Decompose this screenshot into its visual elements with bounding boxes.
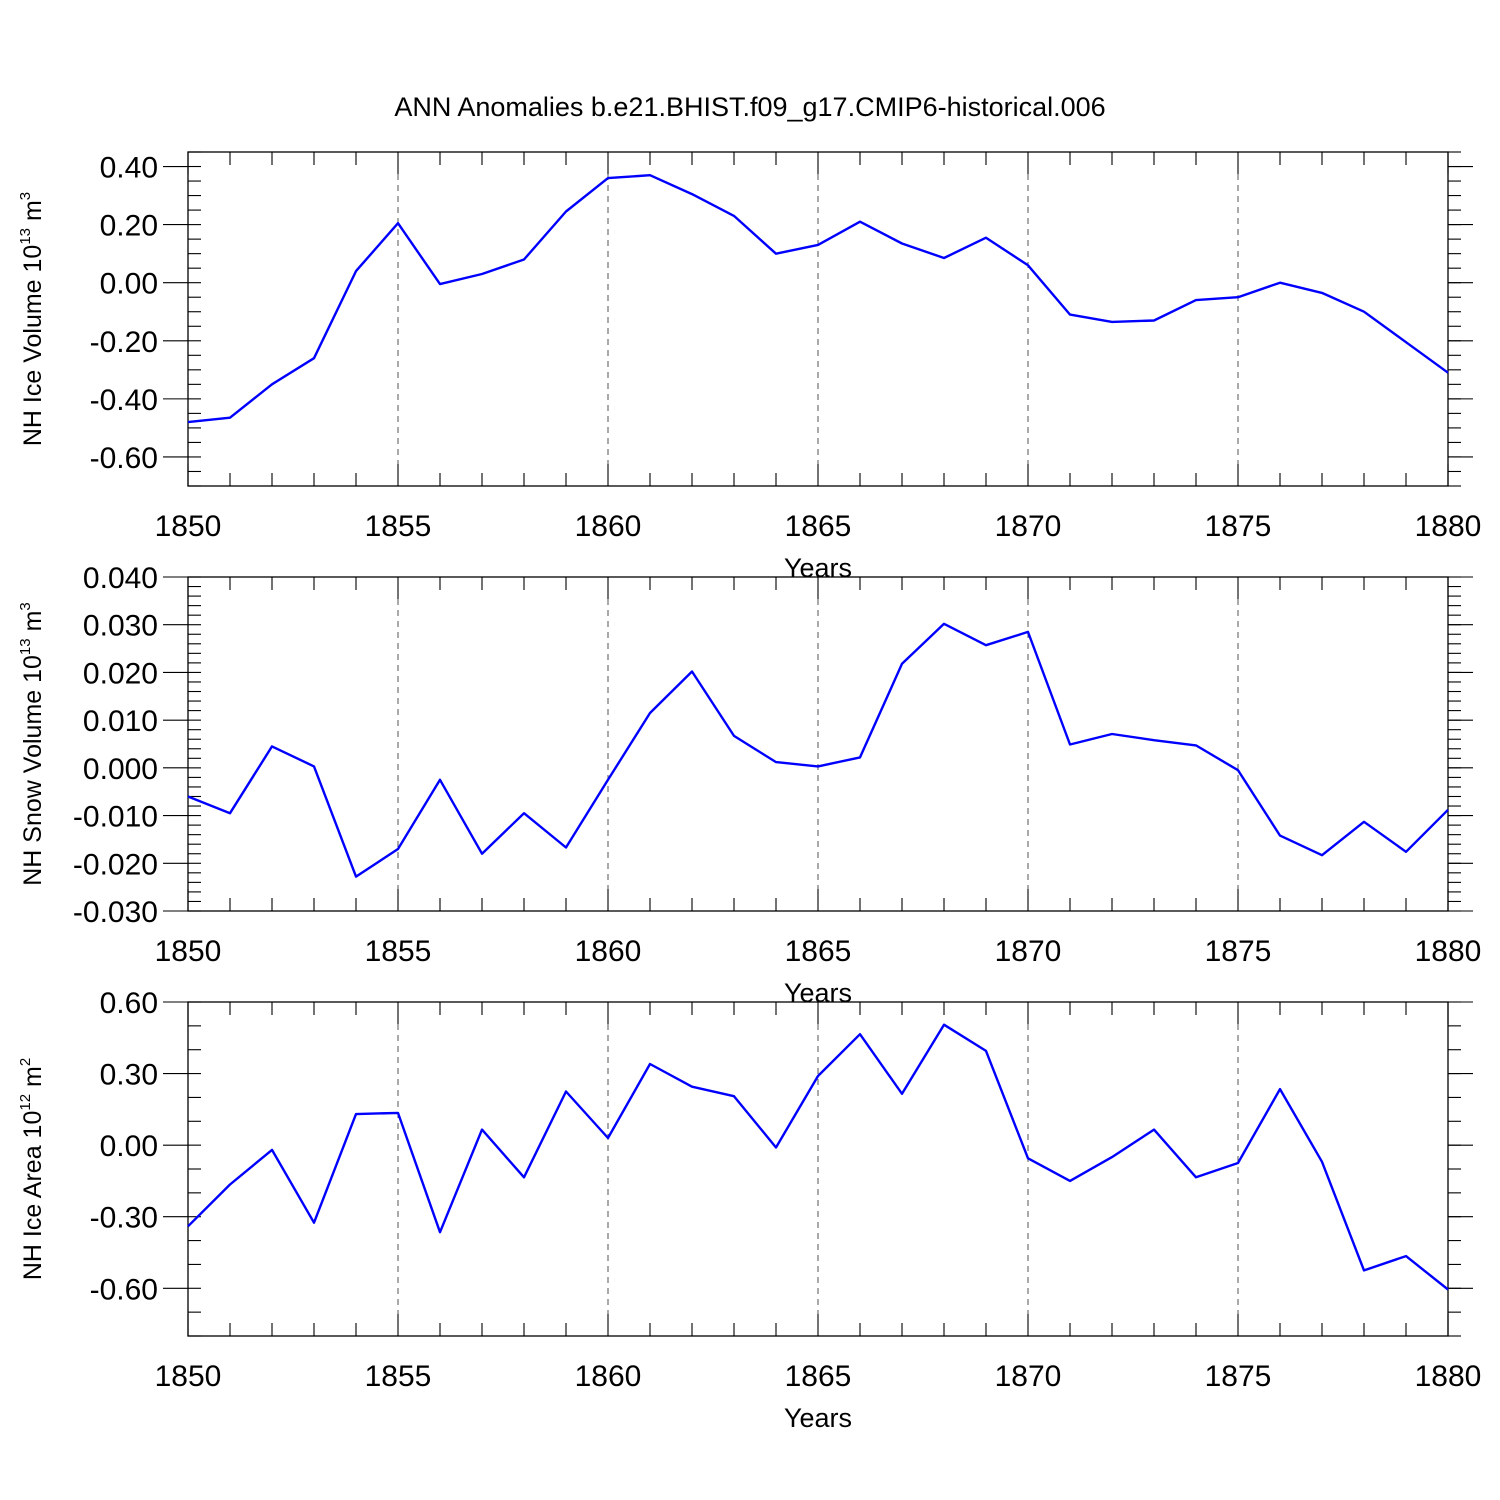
ice-area-series-line [187,1023,1449,1291]
ice-volume-y-tick-label: -0.40 [90,384,158,417]
ice-volume-x-tick-label: 1855 [365,510,432,543]
snow-volume-y-axis-title-main: NH Snow Volume 10 [19,655,47,886]
ice-area-y-tick-label: -0.60 [90,1273,158,1306]
figure-title: ANN Anomalies b.e21.BHIST.f09_g17.CMIP6-… [394,92,1105,122]
snow-volume-y-axis-title-unit: m [19,611,47,639]
ice-area-x-tick-label: 1880 [1415,1360,1482,1393]
ice-area-x-tick-label: 1870 [995,1360,1062,1393]
snow-volume-x-tick-label: 1875 [1205,935,1272,968]
snow-volume-y-tick-label: -0.030 [73,896,158,929]
ice-volume-x-tick-label: 1875 [1205,510,1272,543]
ice-volume-x-tick-label: 1880 [1415,510,1482,543]
ice-area-x-tick-label: 1850 [155,1360,222,1393]
snow-volume-series-line [187,622,1449,878]
ice-volume-y-axis-title-main: NH Ice Volume 10 [19,245,47,447]
ice-volume-y-axis-title-unit: m [19,200,47,228]
ice-area-y-tick-label: 0.00 [100,1130,158,1163]
ice-volume-y-tick-label: 0.40 [100,152,158,185]
snow-volume-y-tick-label: -0.020 [73,848,158,881]
ice-volume-x-tick-label: 1850 [155,510,222,543]
panel-snow-volume: -0.030 -0.020 -0.010 0.000 0.010 0.020 0.030 0.… [17,562,1481,1008]
panel-ice-area: -0.60 -0.30 0.00 0.30 0.60 1850 1855 1860 1865 18… [17,987,1481,1433]
ice-area-y-tick-label: 0.60 [100,987,158,1020]
snow-volume-y-tick-label: 0.040 [83,562,158,595]
snow-volume-x-tick-label: 1880 [1415,935,1482,968]
snow-volume-y-axis-title: NH Snow Volume 1013 m3 [17,602,47,886]
ice-volume-x-tick-label: 1870 [995,510,1062,543]
ice-area-x-tick-label: 1860 [575,1360,642,1393]
ice-volume-y-axis-title: NH Ice Volume 1013 m3 [17,192,47,446]
ice-area-y-axis-title-main: NH Ice Area 10 [19,1111,47,1281]
snow-volume-x-tick-label: 1855 [365,935,432,968]
snow-volume-y-tick-label: 0.020 [83,657,158,690]
ice-volume-series-line [187,173,1449,424]
snow-volume-y-axis-title-unit-exp: 3 [17,602,34,610]
ice-area-y-tick-label: -0.30 [90,1202,158,1235]
snow-volume-y-tick-label: 0.000 [83,753,158,786]
ice-volume-y-tick-label: 0.20 [100,210,158,243]
ice-area-y-axis-title: NH Ice Area 1012 m2 [17,1058,47,1280]
ice-volume-x-tick-label: 1860 [575,510,642,543]
snow-volume-x-tick-label: 1860 [575,935,642,968]
snow-volume-x-tick-label: 1870 [995,935,1062,968]
ice-area-x-axis-title: Years [784,1403,852,1433]
snow-volume-y-tick-label: 0.030 [83,610,158,643]
ice-volume-y-tick-label: -0.20 [90,326,158,359]
snow-volume-y-tick-label: 0.010 [83,705,158,738]
ice-area-x-tick-label: 1855 [365,1360,432,1393]
ice-area-x-tick-label: 1875 [1205,1360,1272,1393]
ice-volume-y-axis-title-exp: 13 [17,228,34,245]
ice-volume-x-tick-label: 1865 [785,510,852,543]
snow-volume-y-tick-label: -0.010 [73,801,158,834]
ice-volume-y-axis-title-unit-exp: 3 [17,192,34,200]
snow-volume-x-tick-label: 1850 [155,935,222,968]
ice-volume-y-tick-label: -0.60 [90,442,158,475]
ice-area-y-tick-label: 0.30 [100,1059,158,1092]
ice-area-y-axis-title-exp: 12 [17,1094,34,1111]
ice-volume-y-tick-label: 0.00 [100,268,158,301]
ice-area-y-axis-title-unit-exp: 2 [17,1058,34,1066]
panel-ice-volume: -0.60 -0.40 -0.20 0.00 0.20 0.40 1850 1855 1860 1… [17,151,1482,583]
snow-volume-y-axis-title-exp: 13 [17,638,34,655]
snow-volume-x-tick-label: 1865 [785,935,852,968]
ice-area-y-axis-title-unit: m [19,1066,47,1094]
ice-area-x-tick-label: 1865 [785,1360,852,1393]
